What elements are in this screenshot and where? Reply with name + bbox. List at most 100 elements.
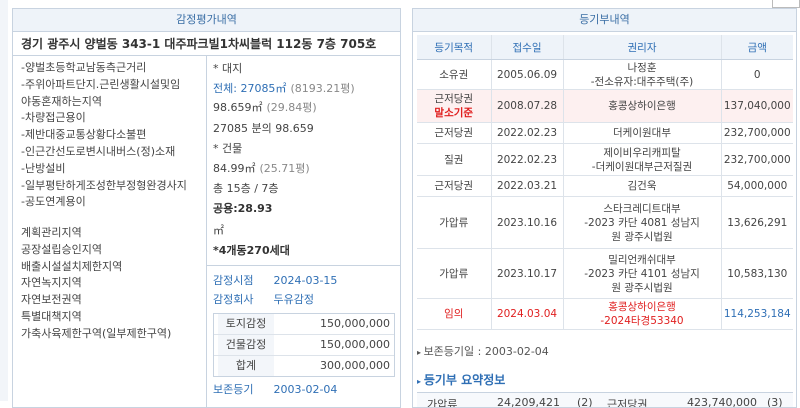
info-text: 전체: 27085㎡ [213,82,287,95]
amount-label: 토지감정 [218,314,274,334]
top-control[interactable] [772,0,800,8]
holder: 나정훈 [627,61,657,74]
date-cell: 2005.06.09 [490,59,563,90]
purpose-cell: 임의 [417,298,491,330]
purpose: 근저당권 [434,127,474,139]
feature: -인근간선도로변시내버스(정)소재 [21,145,176,158]
amount-cell: 54,000,000 [720,175,793,197]
registry-panel: 등기부내역 등기목적 접수일 권리자 금액 소유권 2005.06.09 나정훈 -전소유자:… [412,8,797,408]
info-text: (25.71평) [259,162,310,175]
info-text: 84.99㎡ [213,162,256,175]
holder: -2023 카단 4081 성남지 [584,216,700,229]
appraisal-panel: 감정평가내역 경기 광주시 양벌동 343-1 대주파크빌1차씨블럭 112동 … [12,8,401,408]
date-cell: 2022.02.23 [490,122,563,144]
date-cell: 2024.03.04 [490,298,563,330]
purpose: 말소기준 [434,107,474,119]
holder-cell: 나정훈 -전소유자:대주주택(주) [562,59,721,90]
date-cell: 2008.07.28 [490,89,563,123]
info-line: 총 15층 / 7층 [213,180,279,197]
amount-value: 150,000,000 [320,317,390,330]
info-line: ㎡ [213,222,224,239]
column-header: 등기목적 [417,35,491,60]
info-text: 27085 분의 98.659 [213,122,314,135]
summary-title-text: 등기부 요약정보 [423,373,506,387]
feature: -공도연계용이 [21,195,86,209]
info-text: 공용:28.93 [213,202,273,215]
info-text: (29.84평) [266,101,317,114]
purpose-cell: 가압류 [417,248,491,299]
holder: 홍콩상하이은행 [608,100,676,112]
amount-cell: 232,700,000 [720,143,793,176]
info-line: 감정시점 2024-03-15 [213,272,337,289]
purpose-cell: 질권 [417,143,491,176]
info-line: 감정회사 두유감정 [213,291,314,308]
holder: 원 광주시법원 [611,230,673,243]
holder-cell: 제이비우리캐피탈 -더케이원대부근저질권 [562,143,721,176]
holder-cell: 밀리언캐쉬대부 -2023 카단 4101 성남지 원 광주시법원 [562,248,721,299]
purpose: 질권 [444,153,464,166]
info-text: 2003-02-04 [273,383,338,396]
amount-row: 토지감정 150,000,000 [214,314,394,334]
feature: -일부평탄하게조성한부정형완경사지 [21,178,187,192]
purpose-cell: 근저당권 [417,122,491,144]
purpose: 소유권 [439,68,469,81]
summary-title: ▸ 등기부 요약정보 [417,373,506,387]
feature: -제반대중교통상황다소불편 [21,128,147,142]
registry-row: 근저당권 2022.02.23 더케이원대부 232,700,000 [417,122,793,144]
registry-row: 근저당권 말소기준 2008.07.28 홍콩상하이은행 137,040,000 [417,89,793,123]
info-line: *4개동270세대 [213,242,290,259]
amount-cell: 10,583,130 [720,248,793,299]
summary-row: 가압류 24,209,421 (2) 근저당권 423,740,000 (3) [417,392,793,408]
column-header: 금액 [720,35,793,60]
divider [206,55,207,407]
registry-row: 소유권 2005.06.09 나정훈 -전소유자:대주주택(주) 0 [417,59,793,90]
feature: -양벌초등학교남동측근거리 [21,61,147,74]
info-line: 27085 분의 98.659 [213,120,314,137]
holder: 원 광주시법원 [611,281,673,294]
registry-row: 가압류 2023.10.16 스타크레디트대부 -2023 카단 4081 성남지 원 … [417,196,793,249]
date-cell: 2022.03.21 [490,175,563,197]
amount-label: 합계 [218,356,274,376]
address: 경기 광주시 양벌동 343-1 대주파크빌1차씨블럭 112동 7층 705호 [21,37,377,51]
purpose: 가압류 [439,216,469,229]
preservation-text: 보존등기일 : 2003-02-04 [423,345,549,358]
info-text: 감정회사 [213,293,254,306]
date-cell: 2023.10.16 [490,196,563,249]
feature: -차량접근용이 [21,111,86,125]
holder: -전소유자:대주주택(주) [590,75,694,88]
amount-cell: 114,253,184 [720,298,793,330]
summary-cell: 가압류 [427,398,458,408]
feature: -주위아파트단지.근린생활시설및임 [21,77,181,91]
feature: 야동혼재하는지역 [21,94,102,108]
holder: -더케이원대부근저질권 [591,160,693,173]
purpose-cell: 가압류 [417,196,491,249]
purpose: 임의 [444,308,464,320]
amount-value: 150,000,000 [320,338,390,351]
info-text: 2024-03-15 [273,274,338,287]
amount-value: 300,000,000 [320,359,390,372]
zoning: 공장설립승인지역 [21,242,102,256]
info-line: 전체: 27085㎡ (8193.21평) [213,80,355,97]
info-text: (8193.21평) [290,82,355,95]
amount-table: 토지감정 150,000,000 건물감정 150,000,000 합계 300,000,… [213,313,395,377]
holder-cell: 홍콩상하이은행 -2024타경53340 [562,298,721,330]
panel-title: 등기부내역 [413,9,796,32]
zoning: 특별대책지역 [21,310,82,323]
holder-cell: 김건욱 [562,175,721,197]
purpose: 근저당권 [434,93,474,105]
info-text: *4개동270세대 [213,244,290,257]
info-line: 84.99㎡ (25.71평) [213,160,310,177]
amount-cell: 232,700,000 [720,122,793,144]
column-header: 접수일 [490,35,563,60]
feature: -난방설비 [21,161,66,175]
info-text: 두유감정 [273,293,314,306]
zoning: 계획관리지역 [21,226,82,239]
zoning: 자연녹지지역 [21,276,82,290]
info-text: * 건물 [213,142,243,155]
panel-title: 감정평가내역 [13,9,400,32]
info-text: 총 15층 / 7층 [213,182,279,195]
holder: 제이비우리캐피탈 [603,146,681,159]
holder-cell: 더케이원대부 [562,122,721,144]
purpose-cell: 소유권 [417,59,491,90]
